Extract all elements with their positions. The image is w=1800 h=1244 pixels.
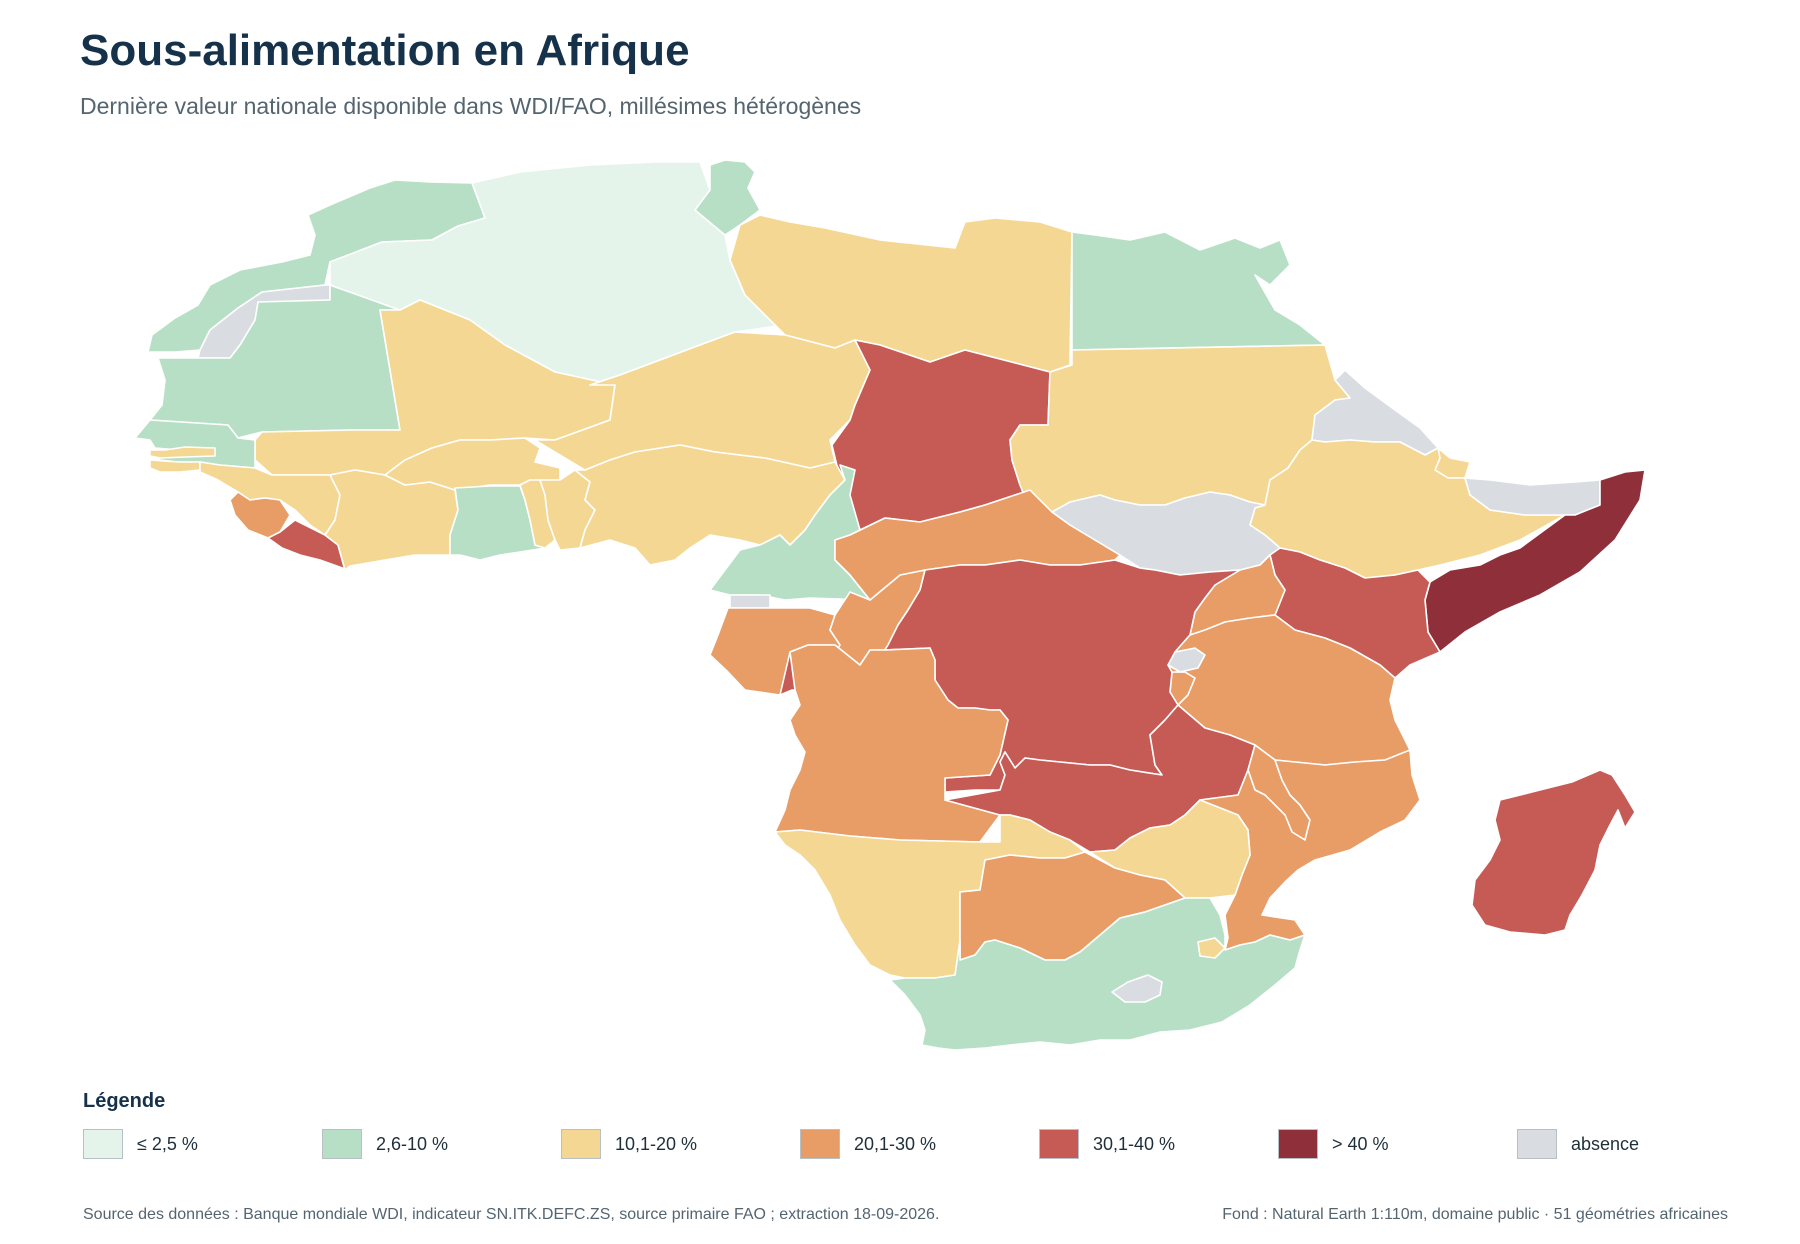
region-equatorial-guinea[interactable]: [729, 594, 771, 609]
region-guinea-bissau[interactable]: [149, 459, 201, 473]
region-niger[interactable]: [534, 331, 871, 471]
legend-item: ≤ 2,5 %: [83, 1128, 198, 1160]
legend-label: absence: [1571, 1133, 1640, 1154]
region-tunisia[interactable]: [694, 159, 761, 236]
legend-label: ≤ 2,5 %: [137, 1133, 198, 1154]
legend-label: 30,1-40 %: [1093, 1133, 1176, 1154]
legend-item: 2,6-10 %: [322, 1128, 448, 1160]
region-eswatini[interactable]: [1197, 937, 1226, 959]
legend-item: > 40 %: [1278, 1128, 1389, 1160]
africa-map: [134, 159, 1646, 1051]
source-note: Source des données : Banque mondiale WDI…: [83, 1206, 940, 1223]
region-south-africa[interactable]: [889, 897, 1306, 1051]
region-burkina-faso[interactable]: [384, 437, 561, 491]
legend-swatch: [1039, 1129, 1079, 1159]
legend-label: 20,1-30 %: [854, 1133, 937, 1154]
legend-swatch: [1517, 1129, 1557, 1159]
legend-swatch: [561, 1129, 601, 1159]
map-subtitle: Dernière valeur nationale disponible dan…: [80, 93, 862, 119]
legend-swatch: [1278, 1129, 1318, 1159]
region-madagascar[interactable]: [1471, 769, 1636, 936]
region-angola[interactable]: [774, 644, 1009, 843]
region-cameroon[interactable]: [709, 464, 871, 601]
legend-item: 20,1-30 %: [800, 1128, 936, 1160]
legend-label: > 40 %: [1332, 1133, 1389, 1154]
map-title: Sous-alimentation en Afrique: [80, 26, 690, 75]
legend-swatch: [83, 1129, 123, 1159]
legend-swatch: [322, 1129, 362, 1159]
legend-label: 10,1-20 %: [615, 1133, 698, 1154]
region-egypt[interactable]: [1071, 231, 1326, 351]
legend-label: 2,6-10 %: [376, 1133, 449, 1154]
legend-item: absence: [1517, 1128, 1639, 1160]
legend-item: 30,1-40 %: [1039, 1128, 1175, 1160]
basemap-note: Fond : Natural Earth 1:110m, domaine pub…: [1222, 1206, 1728, 1223]
region-lesotho[interactable]: [1111, 974, 1163, 1003]
region-mauritania[interactable]: [149, 284, 401, 439]
legend-title: Légende: [83, 1090, 166, 1112]
legend-swatch: [800, 1129, 840, 1159]
region-gambia[interactable]: [149, 446, 216, 459]
legend-item: 10,1-20 %: [561, 1128, 697, 1160]
